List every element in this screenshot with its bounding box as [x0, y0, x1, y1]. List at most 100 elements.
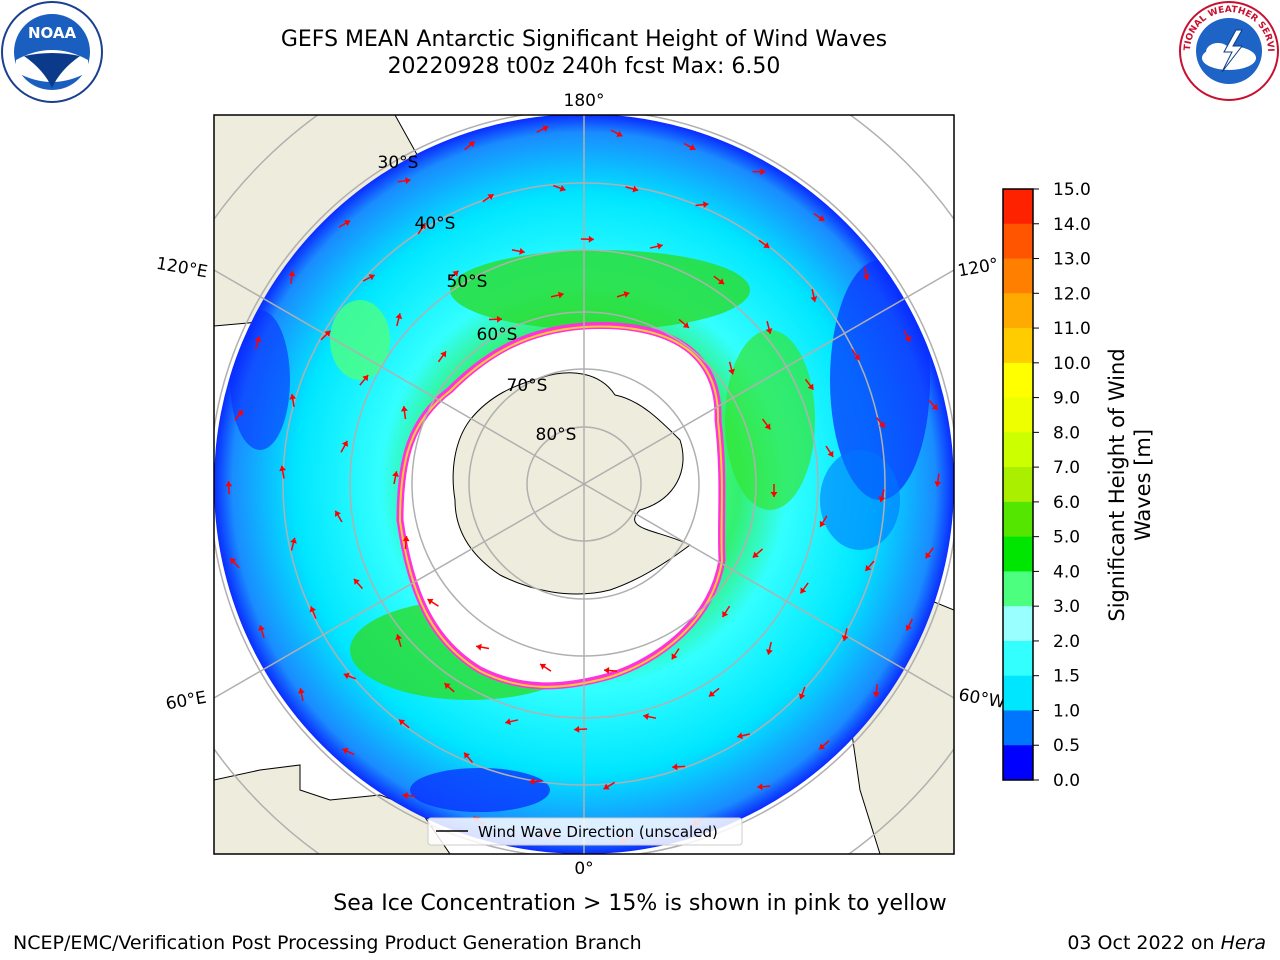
wind-arrow [643, 713, 657, 721]
colorbar-frame [1002, 188, 1034, 781]
noaa-logo: NOAA [1, 1, 103, 103]
wind-arrow [427, 598, 439, 607]
wind-arrow [761, 418, 771, 430]
wind-arrow [758, 239, 770, 249]
lat-label-60s: 60°S [477, 325, 518, 345]
machine-name: Hera [1220, 932, 1266, 954]
colorbar-segment [1003, 293, 1033, 329]
colorbar-tick-label: 1.5 [1053, 667, 1080, 687]
colorbar-segment [1003, 328, 1033, 364]
colorbar-segment [1003, 397, 1033, 433]
wind-arrow [934, 473, 942, 487]
lat-label-50s: 50°S [447, 272, 488, 292]
wind-arrow [862, 267, 870, 281]
wind-arrow [343, 672, 357, 680]
wind-arrow [539, 663, 552, 672]
lon-label-0: 0° [574, 859, 593, 879]
colorbar-tick-label: 4.0 [1053, 562, 1080, 582]
wind-arrow [825, 445, 834, 458]
wind-arrow [536, 125, 549, 133]
wind-arrow [290, 537, 297, 551]
chart-title: GEFS MEAN Antarctic Significant Height o… [280, 27, 888, 52]
wind-arrow [340, 440, 349, 453]
wind-arrow [610, 129, 623, 137]
wind-arrow [580, 235, 594, 243]
colorbar-tick-label: 15.0 [1053, 180, 1091, 200]
wind-arrow [574, 725, 588, 733]
wind-arrow [395, 634, 403, 648]
graticule [214, 115, 954, 854]
wind-arrow [297, 687, 305, 702]
wind-arrow [875, 417, 886, 429]
wind-arrow [819, 515, 828, 528]
wind-arrow [443, 682, 455, 693]
wind-arrow [362, 274, 376, 282]
colorbar-tick-label: 11.0 [1053, 319, 1091, 339]
wind-arrow [798, 686, 806, 700]
wind-arrow [309, 606, 317, 619]
lat-label-30s: 30°S [378, 153, 419, 173]
credit-text: NCEP/EMC/Verification Post Processing Pr… [13, 932, 642, 954]
wind-arrow [818, 740, 830, 750]
wind-arrow [625, 185, 639, 193]
colorbar-tick-label: 8.0 [1053, 423, 1080, 443]
colorbar-tick-label: 12.0 [1053, 284, 1091, 304]
wind-arrow [603, 667, 618, 675]
wind-arrow [708, 687, 720, 698]
colorbar-segment [1003, 258, 1033, 294]
colorbar-segment [1003, 223, 1033, 260]
wind-arrow [397, 177, 411, 185]
lat-label-80s: 80°S [536, 425, 577, 445]
colorbar-segment [1003, 745, 1033, 781]
wind-arrow [804, 378, 815, 391]
wind-arrow [721, 605, 731, 618]
legend-label: Wind Wave Direction (unscaled) [478, 823, 718, 841]
colorbar-tick-label: 7.0 [1053, 458, 1080, 478]
wind-arrow [254, 336, 262, 350]
wind-arrow [878, 489, 886, 503]
wind-arrow [737, 732, 751, 740]
wind-arrow [398, 719, 410, 729]
wind-arrow [402, 792, 416, 800]
wind-arrow [671, 648, 680, 660]
colorbar-segment [1003, 432, 1033, 468]
wind-arrow [320, 330, 331, 341]
colorbar-tick-label: 10.0 [1053, 354, 1091, 374]
wind-arrow [529, 777, 543, 785]
map-border [213, 114, 955, 855]
wind-arrow [765, 321, 773, 334]
colorbar-segment [1003, 467, 1033, 503]
wind-arrow [234, 409, 244, 421]
wind-arrow [678, 318, 690, 329]
wind-arrow [799, 582, 809, 594]
colorbar-tick-label: 5.0 [1053, 528, 1080, 548]
wind-arrow [288, 270, 296, 284]
colorbar-segment [1003, 675, 1033, 711]
colorbar-label-line2: Waves [m] [1131, 429, 1155, 541]
wind-arrow [476, 643, 490, 651]
lon-label-60e: 60°E [164, 688, 208, 715]
wind-arrow [334, 510, 343, 523]
wind-arrow [649, 242, 663, 250]
sea-ice-caption: Sea Ice Concentration > 15% is shown in … [333, 891, 947, 916]
wind-arrow [448, 270, 459, 281]
map-frame [214, 115, 954, 854]
colorbar-segment [1003, 640, 1033, 677]
wind-arrow [225, 481, 233, 495]
wind-arrow [464, 140, 476, 151]
wind-arrow [810, 289, 818, 303]
wind-arrow [757, 783, 771, 791]
colorbar-tick-label: 6.0 [1053, 493, 1080, 513]
wind-arrow [359, 374, 369, 386]
colorbar-segment [1003, 571, 1033, 607]
colorbar-tick-label: 3.0 [1053, 597, 1080, 617]
wind-arrow [765, 641, 773, 655]
colorbar-tick-label: 1.0 [1053, 701, 1080, 721]
colorbar-segment [1003, 189, 1033, 225]
land-antarctica [452, 372, 691, 595]
colorbar: 0.0 0.5 1.0 1.5 2.0 3.0 4.0 5.0 6.0 7.0 8.0 9.0 10.0… [1002, 180, 1091, 791]
wind-arrow [488, 315, 503, 323]
wind-arrow [437, 350, 447, 363]
wind-arrow [752, 548, 764, 559]
